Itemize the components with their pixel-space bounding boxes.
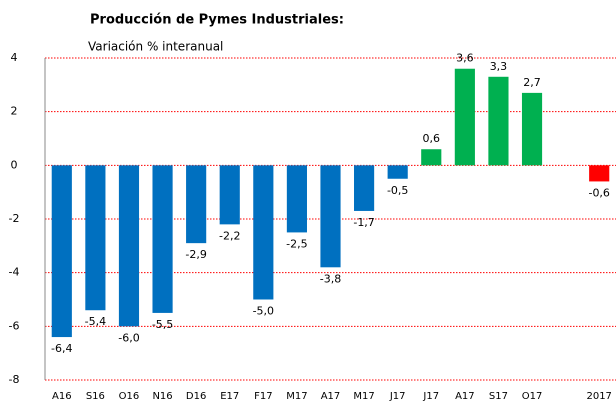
value-label: -1,7: [353, 216, 374, 229]
bar: [152, 165, 173, 313]
y-tick-label: -6: [9, 319, 20, 332]
value-label: -5,0: [253, 305, 274, 318]
x-tick-label: N16: [152, 391, 172, 402]
value-label: -2,9: [185, 248, 206, 261]
value-label: -2,2: [219, 229, 240, 242]
x-tick-label: A17: [321, 391, 341, 402]
y-tick-label: 4: [11, 51, 18, 64]
value-label: -5,4: [85, 315, 106, 328]
x-tick-label: S17: [489, 391, 508, 402]
value-label: 0,6: [423, 132, 441, 145]
y-tick-label: 0: [11, 158, 18, 171]
x-tick-label: J17: [389, 391, 406, 402]
value-label: -6,0: [118, 331, 139, 344]
bar: [521, 92, 543, 166]
y-tick-label: -8: [9, 373, 20, 386]
value-label: 3,3: [490, 60, 508, 73]
x-tick-label: M17: [286, 391, 307, 402]
bar: [118, 165, 140, 327]
y-tick-label: 2: [11, 105, 18, 118]
value-label: -2,5: [286, 237, 307, 250]
x-tick-label: F17: [254, 391, 272, 402]
bar: [354, 165, 375, 211]
x-tick-label: A16: [52, 391, 72, 402]
bar: [51, 165, 72, 338]
value-label: -5,5: [152, 318, 173, 331]
x-tick-label: O17: [522, 391, 543, 402]
bar: [421, 149, 442, 166]
x-tick-label: E17: [220, 391, 239, 402]
bar: [219, 165, 240, 225]
value-label: -0,5: [387, 184, 408, 197]
x-tick-label: O16: [119, 391, 140, 402]
x-tick-label: M17: [353, 391, 374, 402]
y-tick-label: -4: [9, 266, 20, 279]
bar: [589, 165, 610, 182]
y-tick-label: -2: [9, 212, 20, 225]
x-tick-label: A17: [455, 391, 475, 402]
bar: [85, 165, 106, 311]
value-label: -6,4: [51, 342, 72, 355]
chart-subtitle: Variación % interanual: [88, 40, 223, 54]
value-label: -0,6: [588, 186, 609, 199]
x-tick-label: 2017: [586, 391, 611, 402]
bar: [186, 165, 207, 244]
bar: [286, 165, 307, 233]
x-tick-label: D16: [186, 391, 206, 402]
value-label: 3,6: [456, 52, 474, 65]
bar: [320, 165, 341, 268]
bar: [454, 68, 475, 166]
bar: [387, 165, 408, 179]
bar: [488, 76, 509, 166]
value-label: -3,8: [320, 272, 341, 285]
x-tick-label: S16: [86, 391, 105, 402]
chart-title: Producción de Pymes Industriales:: [90, 13, 344, 28]
value-label: 2,7: [523, 76, 541, 89]
x-tick-label: J17: [422, 391, 439, 402]
bar: [253, 165, 274, 300]
